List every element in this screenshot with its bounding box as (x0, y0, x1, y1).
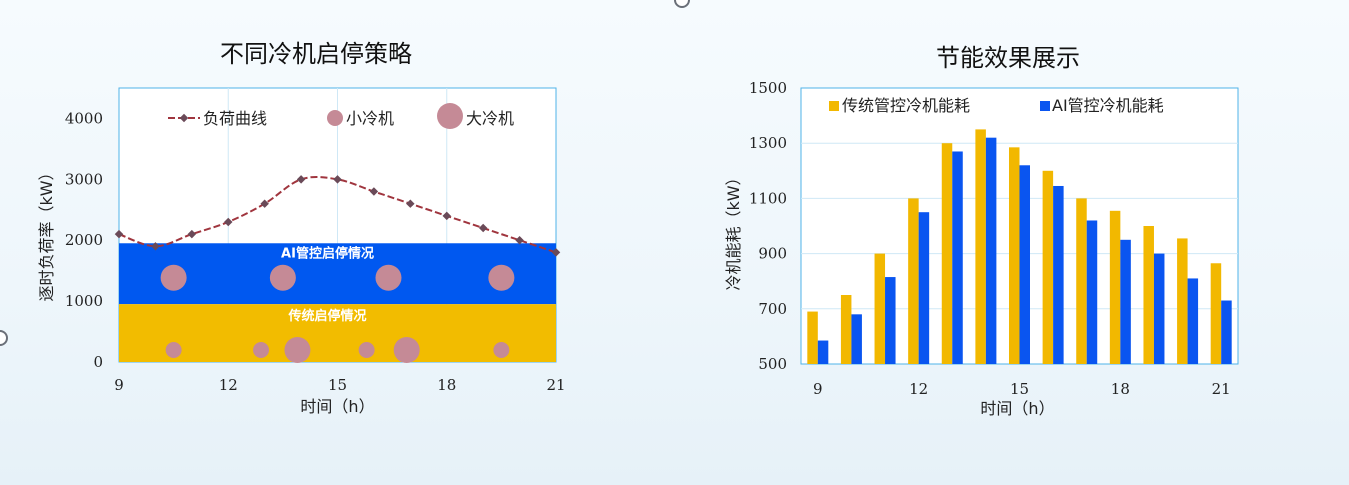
chiller-marker (269, 264, 296, 291)
x-tick-label: 12 (909, 380, 928, 398)
y-axis-label: 逐时负荷率（kW） (37, 164, 56, 301)
chiller-marker (493, 342, 510, 358)
x-tick-label: 9 (114, 376, 124, 394)
bar-ai (1153, 253, 1165, 364)
bar-traditional (1076, 198, 1087, 364)
bar-traditional (874, 253, 886, 364)
y-tick-label: 500 (758, 355, 787, 373)
y-tick-label: 0 (93, 353, 103, 371)
load-point (114, 229, 124, 239)
bar-ai (851, 314, 862, 364)
traditional-band-label: 传统启停情况 (287, 308, 366, 324)
x-axis-label: 时间（h） (980, 399, 1054, 418)
y-tick-label: 2000 (65, 231, 103, 249)
y-tick-label: 1500 (749, 79, 787, 97)
right-chart: 9 12 15 18 21 500 700 900 1100 1300 1500 时间（h） 冷机能耗（… (724, 79, 1239, 418)
legend-large: 大冷机 (466, 109, 514, 128)
decor-ring-top (674, 0, 690, 8)
load-point (369, 187, 379, 196)
x-tick-label: 18 (437, 376, 456, 394)
y-tick-label: 3000 (65, 170, 103, 188)
left-chart-title: 不同冷机启停策略 (220, 40, 412, 68)
y-tick-label: 1000 (65, 292, 103, 310)
bar-ai (1086, 220, 1098, 364)
load-point (260, 199, 269, 208)
y-tick-label: 700 (758, 300, 787, 318)
legend-small: 小冷机 (346, 109, 394, 128)
chiller-marker (253, 342, 270, 358)
ai-band-label: AI管控启停情况 (281, 245, 374, 261)
y-tick-label: 1300 (749, 134, 787, 152)
y-tick-label: 1100 (749, 189, 787, 207)
legend-traditional: 传统管控冷机能耗 (842, 96, 970, 115)
legend-load: 负荷曲线 (203, 109, 267, 128)
bar-ai (817, 340, 829, 364)
legend-small-swatch (327, 110, 343, 126)
chiller-marker (488, 264, 515, 291)
chiller-marker (375, 264, 402, 291)
right-chart-title: 节能效果展示 (936, 44, 1080, 72)
y-tick-label: 4000 (65, 109, 103, 127)
bar-ai (952, 151, 963, 364)
chiller-marker (393, 337, 420, 363)
bar-ai (1120, 239, 1131, 364)
y-axis-label: 冷机能耗（kW） (724, 169, 743, 290)
load-point (478, 223, 488, 233)
bar-traditional (807, 311, 818, 364)
chiller-marker (160, 264, 187, 291)
bar-ai (918, 212, 930, 364)
legend-large-swatch (437, 103, 463, 129)
load-point (333, 175, 342, 184)
chiller-marker (165, 342, 182, 358)
legend-line-marker (179, 113, 189, 123)
traditional-band (119, 304, 556, 362)
bar-traditional (1042, 170, 1054, 364)
load-point (187, 229, 197, 239)
bar-traditional (975, 129, 986, 364)
bar-ai (885, 277, 896, 364)
load-point (296, 175, 306, 184)
legend-traditional-swatch (829, 101, 839, 111)
load-point (406, 199, 415, 208)
y-tick-label: 900 (758, 245, 787, 263)
bar-ai (1019, 165, 1030, 364)
x-tick-label: 12 (219, 376, 238, 394)
load-point (224, 217, 233, 227)
bar-traditional (1210, 263, 1222, 364)
load-point (151, 242, 160, 251)
x-tick-label: 15 (328, 376, 347, 394)
x-tick-label: 15 (1010, 380, 1029, 398)
x-tick-label: 21 (1212, 380, 1231, 398)
bar-ai (1187, 278, 1199, 364)
chiller-marker (284, 337, 311, 363)
bar-ai (1221, 300, 1232, 364)
chiller-marker (358, 342, 375, 358)
legend-ai-swatch (1040, 101, 1050, 111)
legend-ai: AI管控冷机能耗 (1052, 96, 1164, 115)
bar-ai (1053, 185, 1064, 364)
bar-traditional (1143, 226, 1154, 364)
ai-band (119, 243, 556, 305)
bar-traditional (840, 295, 852, 364)
load-point (442, 211, 451, 221)
bar-traditional (1009, 147, 1020, 364)
x-axis-label: 时间（h） (300, 397, 374, 416)
x-tick-label: 18 (1111, 380, 1130, 398)
bar-traditional (1177, 238, 1188, 364)
x-tick-label: 21 (546, 376, 565, 394)
bar-traditional (941, 143, 953, 364)
bar-traditional (908, 198, 919, 364)
bar-ai (985, 137, 997, 364)
bar-traditional (1109, 210, 1121, 364)
x-tick-label: 9 (813, 380, 823, 398)
